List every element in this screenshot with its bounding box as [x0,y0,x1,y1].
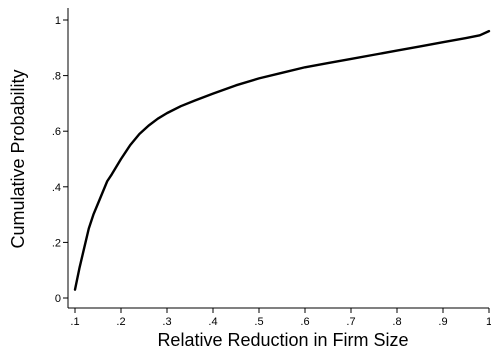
x-axis-title: Relative Reduction in Firm Size [157,330,408,349]
y-tick-label: .8 [52,71,61,83]
y-tick-label: 1 [55,15,61,27]
plot-area [73,29,491,291]
x-tick-label: .5 [254,316,263,328]
y-tick-label: .6 [52,126,61,138]
axes: 0 .2 .4 .6 .8 1 .1 .2 .3 .4 .5 .6 .7 .8 .9 1 [52,8,491,328]
x-tick-label: 1 [486,316,491,328]
x-tick-label: .3 [162,316,171,328]
x-tick-label: .9 [438,316,447,328]
cdf-series-line [73,29,491,291]
y-tick-label: .4 [52,182,61,194]
x-tick-label: .7 [346,316,355,328]
y-axis-title: Cumulative Probability [8,69,28,248]
y-tick-label: .2 [52,237,61,249]
x-tick-label: .6 [300,316,309,328]
y-tick-label: 0 [55,293,61,305]
x-tick-label: .8 [392,316,401,328]
x-tick-label: .4 [208,316,217,328]
x-tick-label: .1 [70,316,79,328]
x-tick-label: .2 [116,316,125,328]
